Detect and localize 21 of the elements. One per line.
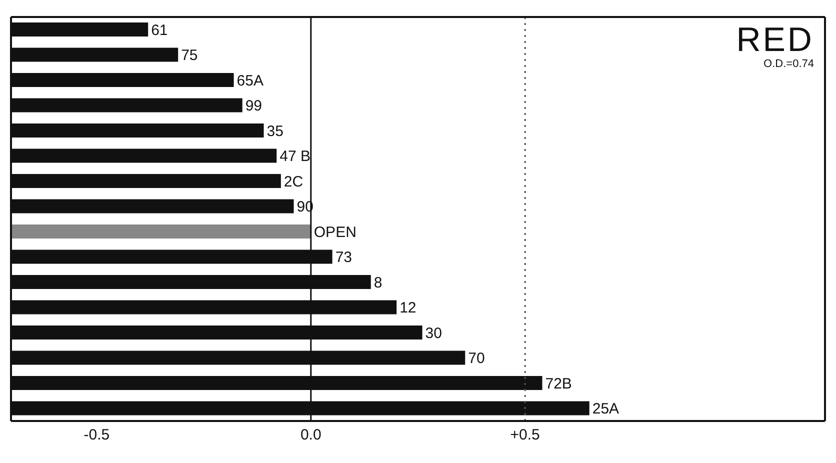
y-tick-label: 30 xyxy=(425,324,442,342)
y-tick-label: 61 xyxy=(151,22,168,39)
y-tick-label: OPEN xyxy=(314,224,356,241)
y-tick-label: 2C xyxy=(284,173,304,190)
y-tick-label: 47 B xyxy=(280,148,310,166)
chart-title: RED xyxy=(736,21,814,59)
y-tick-label: 72B xyxy=(545,375,572,392)
x-tick-label: -0.5 xyxy=(84,426,110,444)
y-tick-label: 75 xyxy=(181,47,198,64)
x-tick-label: 0.0 xyxy=(300,426,322,444)
y-tick-label: 65A xyxy=(236,72,264,90)
bar xyxy=(11,224,311,239)
y-tick-label: 35 xyxy=(266,122,284,140)
y-tick-label: 8 xyxy=(374,274,382,292)
x-tick-label: +0.5 xyxy=(510,426,540,444)
y-tick-label: 99 xyxy=(245,98,262,115)
annotation: O.D.=0.74 xyxy=(762,58,814,70)
y-tick-label: 12 xyxy=(400,300,416,317)
y-tick-label: 70 xyxy=(468,350,485,368)
y-tick-label: 73 xyxy=(335,249,352,266)
y-tick-label: 25A xyxy=(592,400,620,418)
